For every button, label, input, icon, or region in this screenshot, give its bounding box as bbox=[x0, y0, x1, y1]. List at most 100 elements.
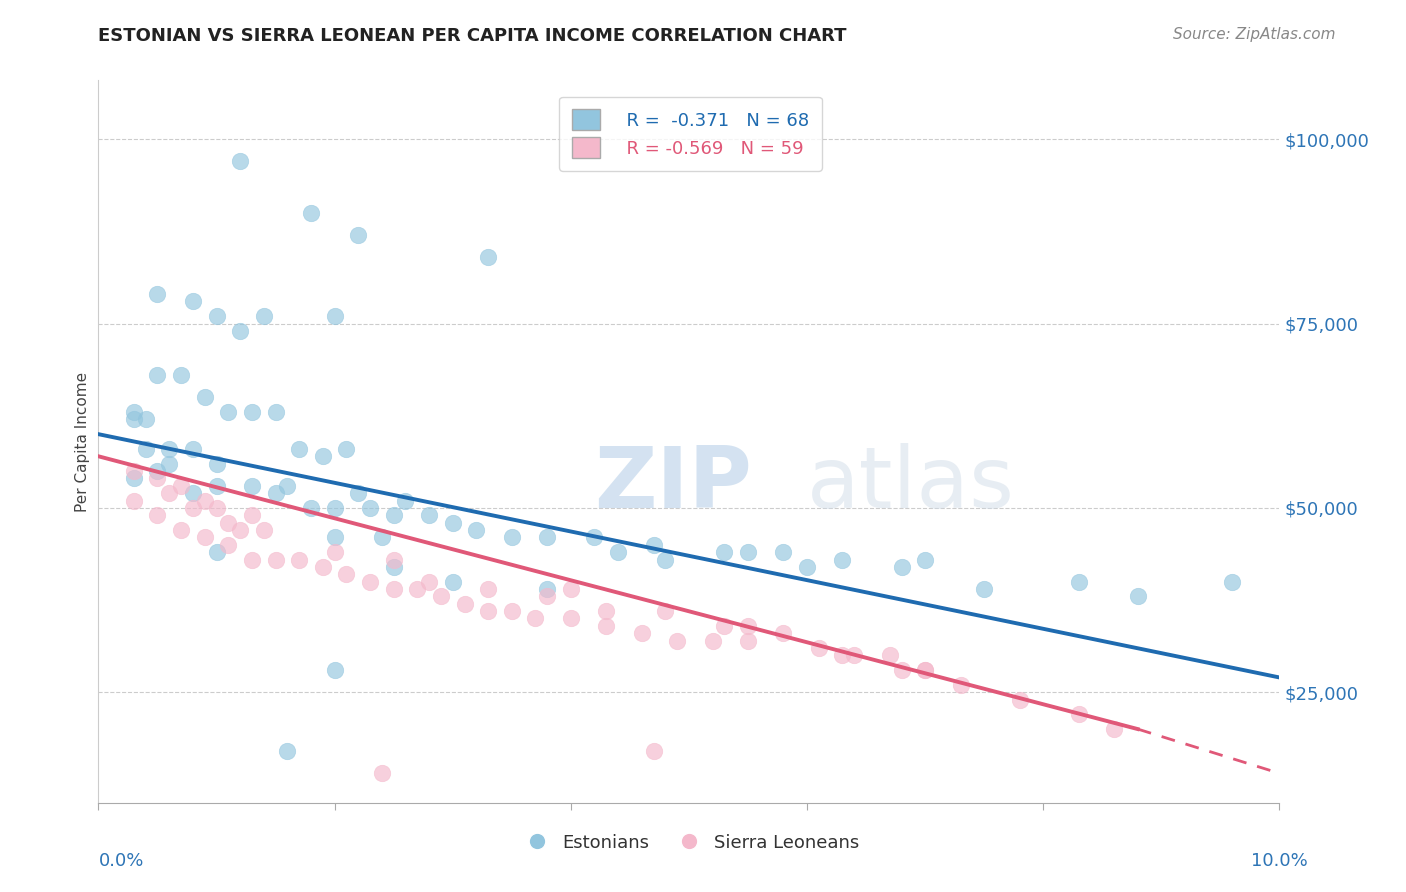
Point bbox=[135, 442, 157, 456]
Point bbox=[394, 493, 416, 508]
Point bbox=[205, 457, 228, 471]
Point bbox=[796, 560, 818, 574]
Legend: Estonians, Sierra Leoneans: Estonians, Sierra Leoneans bbox=[512, 826, 866, 859]
Text: Source: ZipAtlas.com: Source: ZipAtlas.com bbox=[1173, 27, 1336, 42]
Point bbox=[501, 530, 523, 544]
Point bbox=[240, 552, 263, 566]
Point bbox=[501, 604, 523, 618]
Point bbox=[217, 405, 239, 419]
Point bbox=[524, 611, 547, 625]
Point bbox=[205, 479, 228, 493]
Point bbox=[240, 405, 263, 419]
Point bbox=[253, 523, 276, 537]
Point bbox=[418, 508, 440, 523]
Point bbox=[217, 538, 239, 552]
Point bbox=[205, 309, 228, 323]
Point bbox=[229, 324, 252, 338]
Point bbox=[299, 500, 322, 515]
Point bbox=[914, 552, 936, 566]
Point bbox=[217, 516, 239, 530]
Point bbox=[807, 640, 830, 655]
Point bbox=[276, 744, 298, 758]
Point bbox=[288, 552, 311, 566]
Point bbox=[359, 574, 381, 589]
Point bbox=[441, 574, 464, 589]
Point bbox=[347, 486, 370, 500]
Point bbox=[312, 450, 335, 464]
Point bbox=[1102, 722, 1125, 736]
Point bbox=[465, 523, 488, 537]
Point bbox=[205, 500, 228, 515]
Point bbox=[347, 228, 370, 243]
Point bbox=[312, 560, 335, 574]
Point bbox=[288, 442, 311, 456]
Point bbox=[170, 368, 193, 383]
Point bbox=[949, 678, 972, 692]
Point bbox=[418, 574, 440, 589]
Point bbox=[122, 405, 145, 419]
Point bbox=[430, 590, 453, 604]
Point bbox=[607, 545, 630, 559]
Point bbox=[276, 479, 298, 493]
Point bbox=[595, 604, 617, 618]
Point bbox=[122, 412, 145, 426]
Point bbox=[772, 626, 794, 640]
Point bbox=[253, 309, 276, 323]
Point bbox=[583, 530, 606, 544]
Point bbox=[299, 206, 322, 220]
Point bbox=[240, 479, 263, 493]
Point bbox=[643, 744, 665, 758]
Point bbox=[536, 582, 558, 596]
Point bbox=[973, 582, 995, 596]
Point bbox=[536, 590, 558, 604]
Point bbox=[122, 464, 145, 478]
Point bbox=[441, 516, 464, 530]
Point bbox=[170, 479, 193, 493]
Point bbox=[323, 545, 346, 559]
Point bbox=[737, 619, 759, 633]
Point bbox=[772, 545, 794, 559]
Point bbox=[323, 309, 346, 323]
Point bbox=[181, 486, 204, 500]
Text: atlas: atlas bbox=[807, 443, 1015, 526]
Point bbox=[135, 412, 157, 426]
Point bbox=[382, 552, 405, 566]
Point bbox=[205, 545, 228, 559]
Point bbox=[1067, 574, 1090, 589]
Point bbox=[122, 493, 145, 508]
Point bbox=[146, 368, 169, 383]
Point bbox=[323, 663, 346, 677]
Point bbox=[194, 530, 217, 544]
Text: ZIP: ZIP bbox=[595, 443, 752, 526]
Point bbox=[181, 294, 204, 309]
Point bbox=[323, 530, 346, 544]
Point bbox=[146, 464, 169, 478]
Point bbox=[181, 500, 204, 515]
Text: 0.0%: 0.0% bbox=[98, 852, 143, 870]
Point bbox=[477, 604, 499, 618]
Point bbox=[844, 648, 866, 663]
Point bbox=[1126, 590, 1149, 604]
Point bbox=[229, 154, 252, 169]
Point bbox=[122, 471, 145, 485]
Point bbox=[702, 633, 724, 648]
Point bbox=[157, 442, 180, 456]
Point bbox=[240, 508, 263, 523]
Point bbox=[406, 582, 429, 596]
Point bbox=[382, 582, 405, 596]
Point bbox=[146, 471, 169, 485]
Point bbox=[382, 560, 405, 574]
Point bbox=[560, 611, 582, 625]
Point bbox=[643, 538, 665, 552]
Point bbox=[737, 545, 759, 559]
Point bbox=[477, 250, 499, 264]
Point bbox=[536, 530, 558, 544]
Point bbox=[335, 567, 357, 582]
Point bbox=[264, 405, 287, 419]
Point bbox=[831, 648, 853, 663]
Point bbox=[146, 508, 169, 523]
Point bbox=[890, 663, 912, 677]
Point bbox=[890, 560, 912, 574]
Point bbox=[914, 663, 936, 677]
Point bbox=[323, 500, 346, 515]
